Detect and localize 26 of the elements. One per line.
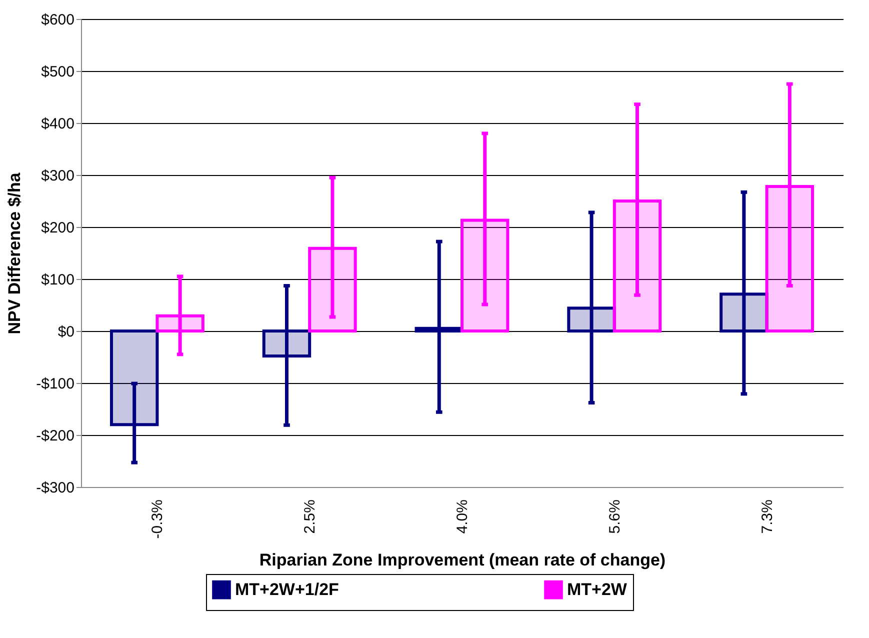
x-tick-label: 5.6%: [606, 500, 624, 534]
bar: [156, 314, 204, 332]
y-axis-title: NPV Difference $/ha: [5, 172, 24, 334]
x-tick-label: 7.3%: [758, 500, 776, 534]
y-tick-label: $400: [41, 116, 74, 132]
legend-label: MT+2W+1/2F: [235, 580, 339, 599]
bar: [460, 218, 510, 332]
x-tick-label: -0.3%: [149, 500, 166, 539]
bar: [612, 200, 662, 332]
bar: [765, 184, 814, 332]
bar: [308, 246, 357, 332]
y-tick-label: $500: [41, 64, 74, 80]
bar: [262, 330, 312, 358]
bar: [110, 330, 159, 426]
y-tick-label: $600: [41, 12, 74, 28]
y-tick-label: $300: [41, 168, 74, 184]
x-tick-label: 2.5%: [302, 500, 319, 534]
y-tick-label: $100: [41, 272, 74, 288]
y-tick-label: $200: [41, 220, 74, 236]
legend-label: MT+2W: [567, 580, 628, 599]
y-tick-label: -$200: [36, 428, 74, 444]
x-axis-title: Riparian Zone Improvement (mean rate of change): [259, 550, 666, 570]
y-tick-label: -$100: [36, 376, 74, 392]
x-tick-label: 4.0%: [454, 500, 471, 534]
y-tick-label: -$300: [36, 480, 74, 496]
y-tick-label: $0: [58, 324, 74, 340]
